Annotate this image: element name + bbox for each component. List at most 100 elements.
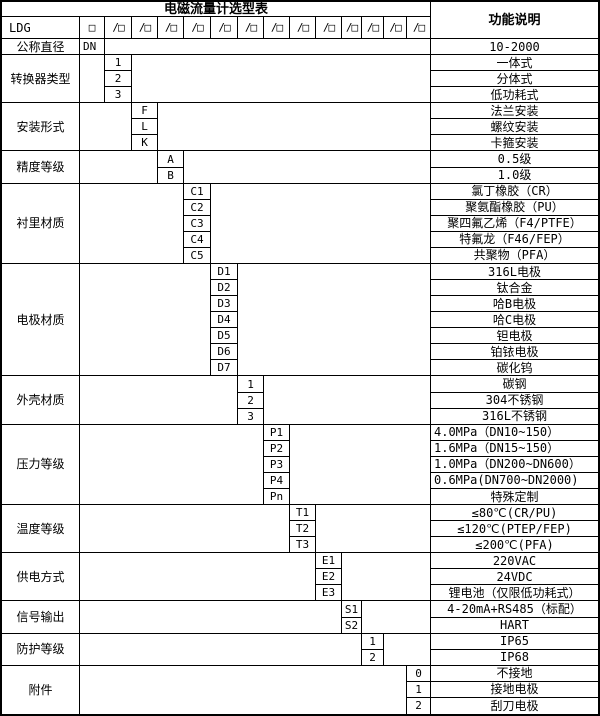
slash-box-placeholder: /□ <box>105 17 132 39</box>
category-label: 外壳材质 <box>2 376 80 425</box>
function-description-cell: 法兰安装 <box>431 103 598 120</box>
option-code-cell: C4 <box>184 231 211 248</box>
option-code-cell: C2 <box>184 199 211 216</box>
function-description-cell: 聚氨酯橡胶（PU） <box>431 200 598 216</box>
option-code-cell: S2 <box>342 617 362 634</box>
function-description-cell: 0.5级 <box>431 151 598 168</box>
function-description-cell: 碳钢 <box>431 376 598 393</box>
empty-region-left <box>80 665 407 714</box>
slash-box-placeholder: /□ <box>316 17 342 39</box>
slash-box-placeholder: /□ <box>290 17 316 39</box>
option-code-cell: T1 <box>290 505 316 522</box>
function-description-cell: 1.6MPa（DN15~150） <box>431 441 598 457</box>
slash-box-placeholder: /□ <box>238 17 264 39</box>
empty-region-left <box>80 424 264 506</box>
option-code-cell: A <box>158 151 184 168</box>
function-description-cell: 220VAC <box>431 553 598 570</box>
function-description-cell: 4.0MPa（DN10~150） <box>431 425 598 441</box>
slash-box-placeholder: /□ <box>158 17 184 39</box>
function-description-header: 功能说明 <box>431 2 598 39</box>
model-prefix-cell: LDG <box>2 17 80 39</box>
empty-region-right <box>316 505 431 554</box>
slash-box-placeholder: /□ <box>384 17 407 39</box>
function-description-cell: HART <box>431 618 598 634</box>
category-label: 安装形式 <box>2 103 80 152</box>
option-code-cell: D2 <box>211 280 238 297</box>
function-description-cell: 一体式 <box>431 55 598 72</box>
function-description-cell: 碳化钨 <box>431 360 598 377</box>
category-label: 衬里材质 <box>2 183 80 264</box>
function-description-cell: ≤200℃(PFA) <box>431 537 598 554</box>
empty-region-right <box>158 103 431 152</box>
option-code-cell: D7 <box>211 360 238 377</box>
option-code-cell: B <box>158 167 184 184</box>
slash-box-placeholder: /□ <box>407 17 431 39</box>
category-label: 压力等级 <box>2 424 80 506</box>
empty-region-left <box>80 601 342 634</box>
category-label: 温度等级 <box>2 505 80 554</box>
function-description-cell: 不接地 <box>431 666 598 682</box>
category-label: 信号输出 <box>2 601 80 634</box>
option-code-cell: C3 <box>184 215 211 232</box>
option-code-cell: P2 <box>264 440 290 457</box>
function-description-cell: 低功耗式 <box>431 87 598 104</box>
function-description-cell: 特氟龙（F46/FEP） <box>431 232 598 248</box>
function-description-cell: ≤80℃(CR/PU) <box>431 505 598 522</box>
function-description-cell: 刮刀电极 <box>490 698 539 713</box>
option-code-cell: C5 <box>184 247 211 264</box>
option-code-cell: 2 <box>238 392 264 409</box>
table-title: 电磁流量计选型表 <box>2 2 431 17</box>
option-code-cell: 0 <box>407 665 431 682</box>
option-code-cell: 2 <box>105 71 132 88</box>
option-code-cell: P4 <box>264 472 290 489</box>
option-code-cell: 1 <box>362 633 384 650</box>
empty-region-right <box>238 263 431 377</box>
empty-region-left <box>80 183 184 264</box>
category-label: 电极材质 <box>2 263 80 377</box>
option-code-cell: L <box>132 119 158 136</box>
function-description-cell: 锂电池（仅限低功耗式） <box>431 585 598 602</box>
function-description-cell: IP68 <box>431 650 598 666</box>
function-description-cell: 316L不锈钢 <box>431 409 598 425</box>
option-code-cell: F <box>132 103 158 120</box>
option-code-cell: 1 <box>105 55 132 72</box>
option-code-cell: 3 <box>105 87 132 104</box>
empty-region-left <box>80 263 211 377</box>
empty-region-right <box>342 553 431 602</box>
empty-region-right <box>211 183 431 264</box>
function-description-cell: IP65 <box>431 634 598 650</box>
category-label: 精度等级 <box>2 151 80 184</box>
option-code-cell: 1 <box>407 681 431 698</box>
function-description-cell: 0.6MPa(DN700~DN2000) <box>431 473 598 489</box>
function-description-cell: 钽电极 <box>431 328 598 345</box>
empty-region-right <box>184 151 431 184</box>
option-code-cell: 2 <box>407 697 431 714</box>
function-description-cell: 钛合金 <box>431 280 598 297</box>
empty-region-left <box>80 633 362 666</box>
function-description-cell: 316L电极 <box>431 264 598 281</box>
code-box-placeholder: □ <box>80 17 105 39</box>
function-description-cell: 分体式 <box>431 71 598 88</box>
function-description-cell: 螺纹安装 <box>431 119 598 136</box>
slash-box-placeholder: /□ <box>362 17 384 39</box>
option-code-cell: Pn <box>264 488 290 506</box>
option-code-cell: D5 <box>211 328 238 345</box>
option-code-cell: E3 <box>316 585 342 602</box>
option-code-cell: P3 <box>264 456 290 473</box>
function-description-cell: 共聚物（PFA） <box>431 248 598 264</box>
empty-region-left <box>80 55 105 104</box>
function-description-cell: ≤120℃(PTEP/FEP) <box>431 521 598 538</box>
option-code-cell: 2 <box>362 649 384 666</box>
option-code-cell: D6 <box>211 344 238 361</box>
slash-box-placeholder: /□ <box>132 17 158 39</box>
function-description-cell: 哈C电极 <box>431 312 598 329</box>
function-description-cell: 铂铱电极 <box>431 344 598 361</box>
function-description-cell: 聚四氟乙烯（F4/PTFE） <box>431 216 598 232</box>
function-description-cell: 1.0MPa（DN200~DN600） <box>431 457 598 473</box>
option-code-cell: K <box>132 135 158 152</box>
empty-region-right <box>384 633 431 666</box>
function-description-cell: 4-20mA+RS485（标配） <box>431 601 598 618</box>
slash-box-placeholder: /□ <box>264 17 290 39</box>
